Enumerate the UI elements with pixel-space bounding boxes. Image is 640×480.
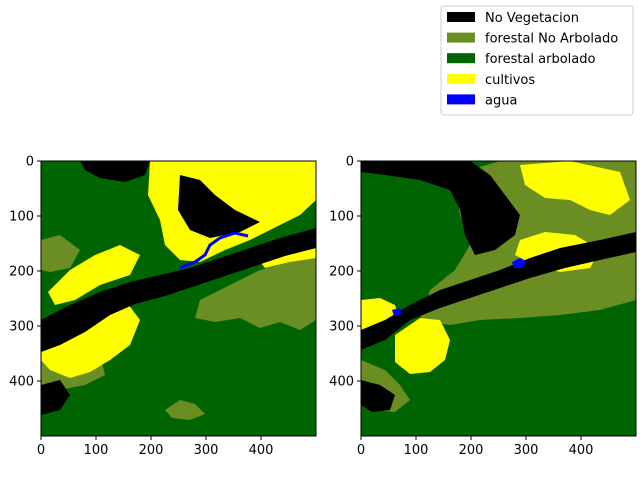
left-region-no-vegetacion-sw xyxy=(41,380,70,415)
legend-label-0: No Vegetacion xyxy=(485,11,579,26)
right-region-no-vegetacion-corridor xyxy=(361,232,636,350)
left-ytick-label-400: 400 xyxy=(9,375,34,390)
right-region-no-vegetacion-sw xyxy=(361,380,395,412)
right-region-cultivos-sw xyxy=(395,318,450,374)
right-ytick-label-300: 300 xyxy=(329,320,354,335)
legend-frame xyxy=(440,5,634,116)
right-region-agua xyxy=(512,258,526,268)
left-axes-frame xyxy=(40,160,317,437)
left-region-no-vegetacion-north xyxy=(178,175,260,238)
left-region-no-vegetacion-top xyxy=(80,161,150,182)
panel-left-map xyxy=(41,161,316,436)
left-region-cultivos-mid xyxy=(48,245,140,305)
right-ytick-label-100: 100 xyxy=(329,210,354,225)
left-region-forestal-no-arbolado-3 xyxy=(165,400,205,420)
right-ytick-label-200: 200 xyxy=(329,265,354,280)
left-region-no-vegetacion-corridor xyxy=(41,228,316,352)
legend-swatch-3 xyxy=(447,73,475,84)
legend: No Vegetacion forestal No Arbolado foresta… xyxy=(440,5,634,116)
left-xtick-label-200: 200 xyxy=(139,443,164,458)
right-xtick-label-100: 100 xyxy=(404,443,429,458)
left-xtick-label-100: 100 xyxy=(84,443,109,458)
right-region-no-vegetacion-north xyxy=(361,161,520,255)
left-region-agua xyxy=(179,231,249,270)
left-region-forestal-no-arbolado xyxy=(195,255,316,330)
left-xtick-label-300: 300 xyxy=(194,443,219,458)
legend-swatch-0 xyxy=(447,12,475,22)
right-ytick-label-0: 0 xyxy=(346,155,354,170)
legend-label-1: forestal No Arbolado xyxy=(485,32,618,47)
left-ytick-label-300: 300 xyxy=(9,320,34,335)
left-region-forestal-no-arbolado-2 xyxy=(41,235,80,272)
panel-right-map xyxy=(361,161,636,436)
legend-entries: No Vegetacion forestal No Arbolado foresta… xyxy=(447,11,618,108)
legend-swatch-4 xyxy=(447,94,475,105)
legend-label-4: agua xyxy=(485,93,517,108)
left-xtick-label-0: 0 xyxy=(37,443,45,458)
right-ticks: 0 100 200 300 400 0 100 200 300 400 xyxy=(329,155,593,459)
legend-label-2: forestal arbolado xyxy=(485,52,596,67)
right-region-cultivos-top xyxy=(520,161,630,215)
legend-swatch-1 xyxy=(447,32,475,43)
left-ytick-label-100: 100 xyxy=(9,210,34,225)
legend-label-3: cultivos xyxy=(485,73,535,88)
left-ytick-label-200: 200 xyxy=(9,265,34,280)
left-ytick-label-0: 0 xyxy=(26,155,34,170)
right-xtick-label-400: 400 xyxy=(569,443,594,458)
right-xtick-label-0: 0 xyxy=(357,443,365,458)
right-region-agua-2 xyxy=(392,308,402,316)
right-axes-frame xyxy=(360,160,637,437)
right-ytick-label-400: 400 xyxy=(329,375,354,390)
right-xtick-label-300: 300 xyxy=(514,443,539,458)
left-xtick-label-400: 400 xyxy=(249,443,274,458)
legend-swatch-2 xyxy=(447,53,475,64)
left-ticks: 0 100 200 300 400 0 100 200 300 400 xyxy=(9,155,273,459)
right-xtick-label-200: 200 xyxy=(459,443,484,458)
